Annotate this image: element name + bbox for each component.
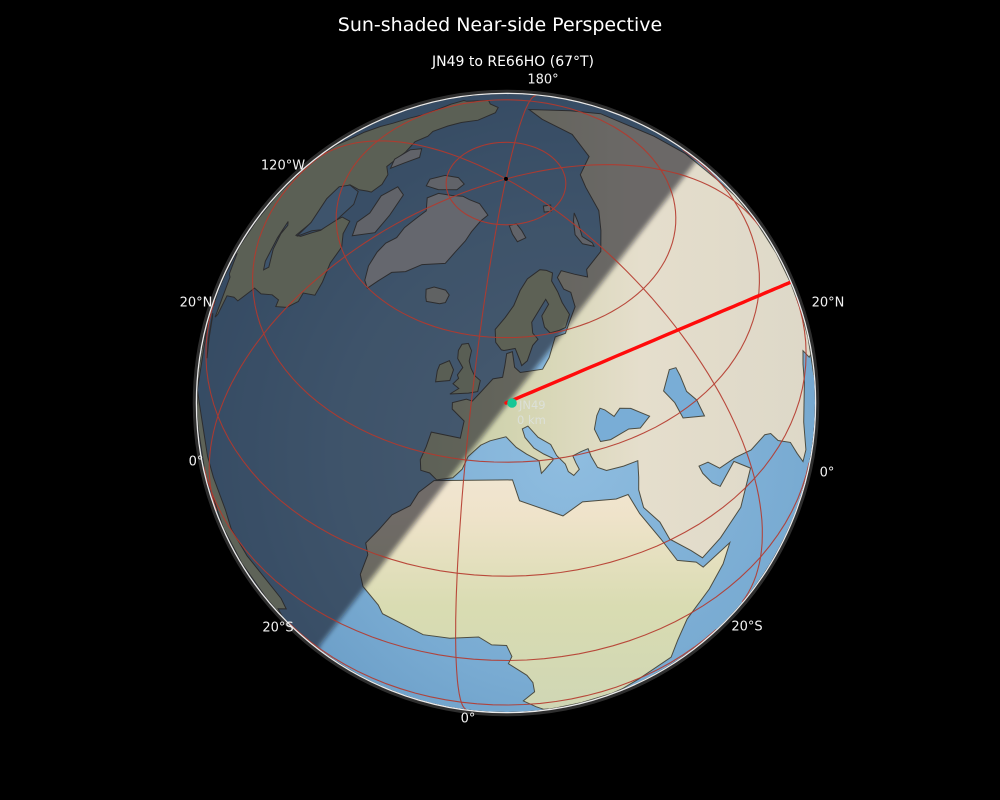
figure-title: Sun-shaded Near-side Perspective	[337, 14, 663, 36]
lake-caspian-sea	[663, 367, 706, 419]
lake-black-sea	[593, 407, 651, 443]
origin-marker	[507, 398, 517, 408]
azimuth-path	[504, 280, 793, 405]
pole-marker	[504, 176, 508, 181]
marker-distance-label: 0 km	[517, 413, 546, 427]
figure-subtitle: JN49 to RE66HO (67°T)	[431, 54, 595, 70]
graticule-label: 20°N	[179, 295, 213, 311]
graticule-label: 20°S	[262, 620, 294, 636]
globe-rim	[192, 89, 820, 717]
night-shade	[197, 94, 697, 702]
graticule-label: 120°W	[260, 158, 306, 174]
globe-limb	[195, 92, 817, 714]
graticule-label: 20°N	[811, 295, 845, 311]
graticule-label: 0°	[460, 711, 476, 727]
graticule-label: 0°	[188, 454, 204, 470]
graticule	[203, 95, 810, 710]
graticule-label: 20°S	[731, 619, 763, 635]
marker-grid-label: JN49	[519, 398, 546, 412]
graticule-label: 0°	[819, 465, 835, 481]
graticule-label: 180°	[527, 72, 559, 88]
